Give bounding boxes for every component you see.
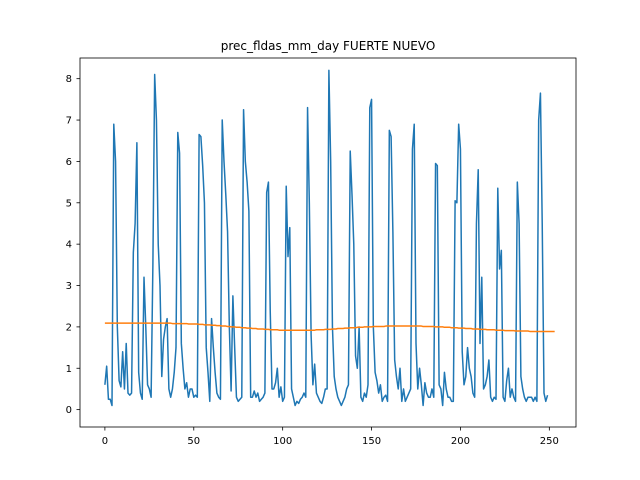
plot-frame <box>79 57 577 428</box>
y-tick-label: 2 <box>66 322 72 333</box>
y-tick-label: 6 <box>66 157 72 168</box>
series-line-1 <box>104 322 555 333</box>
y-tick-label: 8 <box>66 74 72 85</box>
x-axis: 0 50 100 150 200 250 <box>102 427 559 447</box>
x-tick-label: 0 <box>102 436 108 447</box>
y-tick-label: 5 <box>66 198 72 209</box>
y-tick-label: 0 <box>66 405 72 416</box>
plot-area <box>104 69 555 407</box>
x-tick-label: 50 <box>187 436 200 447</box>
series-line-0 <box>104 69 549 407</box>
y-tick-label: 4 <box>66 240 72 251</box>
y-tick-label: 1 <box>66 364 72 375</box>
chart-title: prec_fldas_mm_day FUERTE NUEVO <box>221 39 436 53</box>
y-tick-label: 3 <box>66 281 72 292</box>
y-tick-label: 7 <box>66 116 72 127</box>
x-tick-label: 200 <box>451 436 470 447</box>
x-tick-label: 100 <box>273 436 292 447</box>
x-tick-label: 150 <box>362 436 381 447</box>
x-tick-label: 250 <box>540 436 559 447</box>
y-axis: 0 1 2 3 4 5 6 7 8 <box>66 74 80 416</box>
